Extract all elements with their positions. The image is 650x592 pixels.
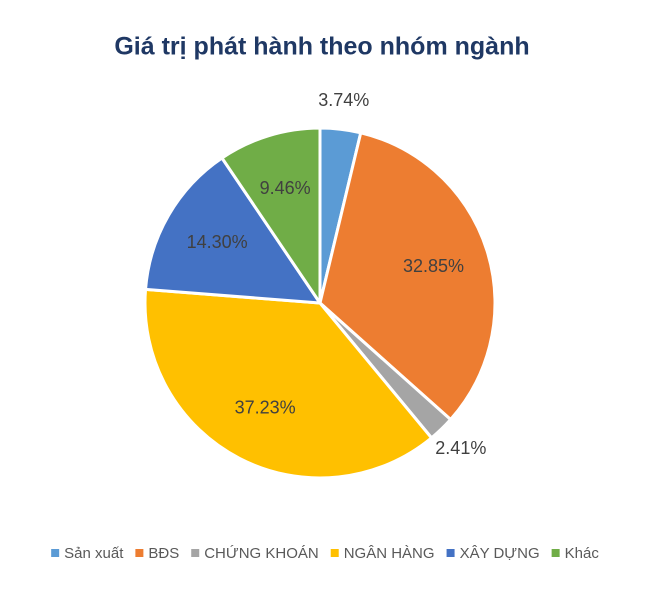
legend-swatch bbox=[191, 549, 200, 557]
legend-swatch bbox=[551, 549, 560, 557]
chart-title: Giá trị phát hành theo nhóm ngành bbox=[114, 33, 529, 61]
legend-swatch bbox=[446, 549, 455, 557]
legend-item: CHỨNG KHOÁN bbox=[191, 545, 319, 562]
legend-label: BĐS bbox=[148, 545, 179, 562]
legend-label: XÂY DỰNG bbox=[460, 545, 540, 562]
legend-item: Khác bbox=[551, 545, 600, 562]
legend-swatch bbox=[51, 549, 60, 557]
legend: Sản xuất BĐS CHỨNG KHOÁN NGÂN HÀNG XÂY DỰNG K… bbox=[51, 545, 599, 562]
data-label: 9.46% bbox=[260, 178, 311, 198]
pie bbox=[143, 126, 497, 480]
legend-swatch bbox=[135, 549, 144, 557]
data-label: 2.41% bbox=[435, 438, 486, 458]
data-label: 3.74% bbox=[318, 90, 369, 110]
data-label: 37.23% bbox=[235, 397, 296, 417]
legend-label: CHỨNG KHOÁN bbox=[204, 545, 319, 562]
legend-label: NGÂN HÀNG bbox=[344, 545, 435, 562]
pie-slice bbox=[143, 287, 434, 480]
data-label: 14.30% bbox=[187, 232, 248, 252]
legend-label: Khác bbox=[565, 545, 600, 562]
pie-slice bbox=[144, 156, 322, 305]
legend-item: XÂY DỰNG bbox=[446, 545, 540, 562]
legend-swatch bbox=[330, 549, 339, 557]
pie-slice bbox=[318, 131, 497, 421]
pie-slice bbox=[220, 126, 322, 305]
legend-label: Sản xuất bbox=[64, 545, 124, 562]
legend-item: BĐS bbox=[135, 545, 179, 562]
legend-item: NGÂN HÀNG bbox=[330, 545, 435, 562]
legend-item: Sản xuất bbox=[51, 545, 124, 562]
data-label: 32.85% bbox=[403, 256, 464, 276]
data-labels: 3.74% 32.85% 2.41% 37.23% 14.30% 9.46% bbox=[187, 90, 487, 458]
